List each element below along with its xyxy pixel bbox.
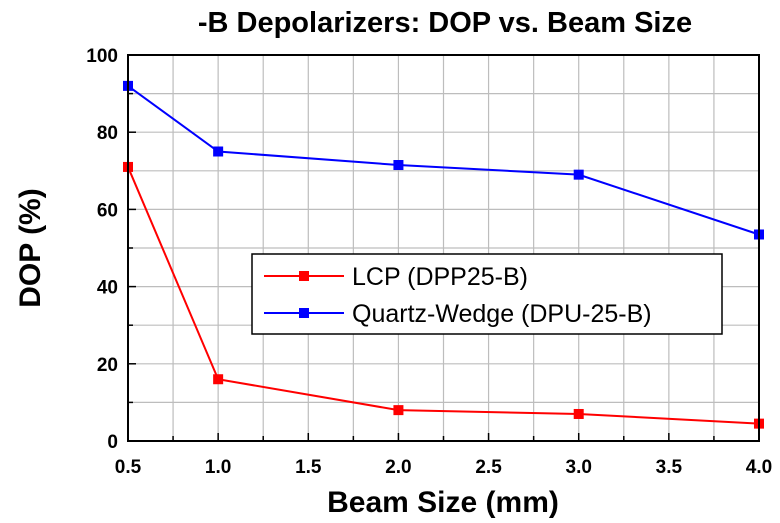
- x-tick-label: 4.0: [746, 457, 772, 478]
- x-tick-label: 1.0: [205, 457, 231, 478]
- chart-title: -B Depolarizers: DOP vs. Beam Size: [198, 7, 692, 39]
- x-tick-label: 0.5: [115, 457, 142, 478]
- x-tick-label: 1.5: [295, 457, 322, 478]
- grid: [127, 54, 760, 442]
- x-axis-title: Beam Size (mm): [327, 486, 559, 519]
- series-layer: [123, 80, 764, 429]
- y-tick-label: 0: [107, 432, 118, 453]
- series-1-point: [213, 146, 224, 157]
- series-0-point: [393, 405, 404, 416]
- legend-marker-quartz: [299, 308, 309, 318]
- x-tick-label: 2.0: [385, 457, 411, 478]
- legend-marker-lcp: [299, 271, 309, 281]
- y-tick-label: 60: [97, 200, 118, 221]
- plot-frame: [127, 54, 760, 442]
- x-tick-label: 3.5: [656, 457, 683, 478]
- legend-box: [251, 253, 723, 335]
- legend-label-quartz: Quartz-Wedge (DPU-25-B): [352, 300, 652, 328]
- x-tick-labels: 0.5 1.0 1.5 2.0 2.5 3.0 3.5 4.0: [115, 457, 772, 478]
- series-0-point: [213, 374, 224, 385]
- y-tick-label: 100: [86, 46, 118, 67]
- series-1-point: [393, 160, 404, 171]
- x-tick-label: 3.0: [566, 457, 592, 478]
- y-tick-label: 40: [97, 278, 118, 299]
- y-axis-title: DOP (%): [14, 188, 47, 307]
- series-1-point: [573, 169, 584, 180]
- x-tick-label: 2.5: [475, 457, 502, 478]
- series-0-point: [573, 408, 584, 419]
- y-tick-label: 20: [97, 355, 118, 376]
- legend: LCP (DPP25-B) Quartz-Wedge (DPU-25-B): [251, 253, 723, 335]
- y-tick-label: 80: [97, 123, 118, 144]
- legend-label-lcp: LCP (DPP25-B): [352, 263, 528, 291]
- y-tick-labels: 0 20 40 60 80 100: [86, 46, 118, 453]
